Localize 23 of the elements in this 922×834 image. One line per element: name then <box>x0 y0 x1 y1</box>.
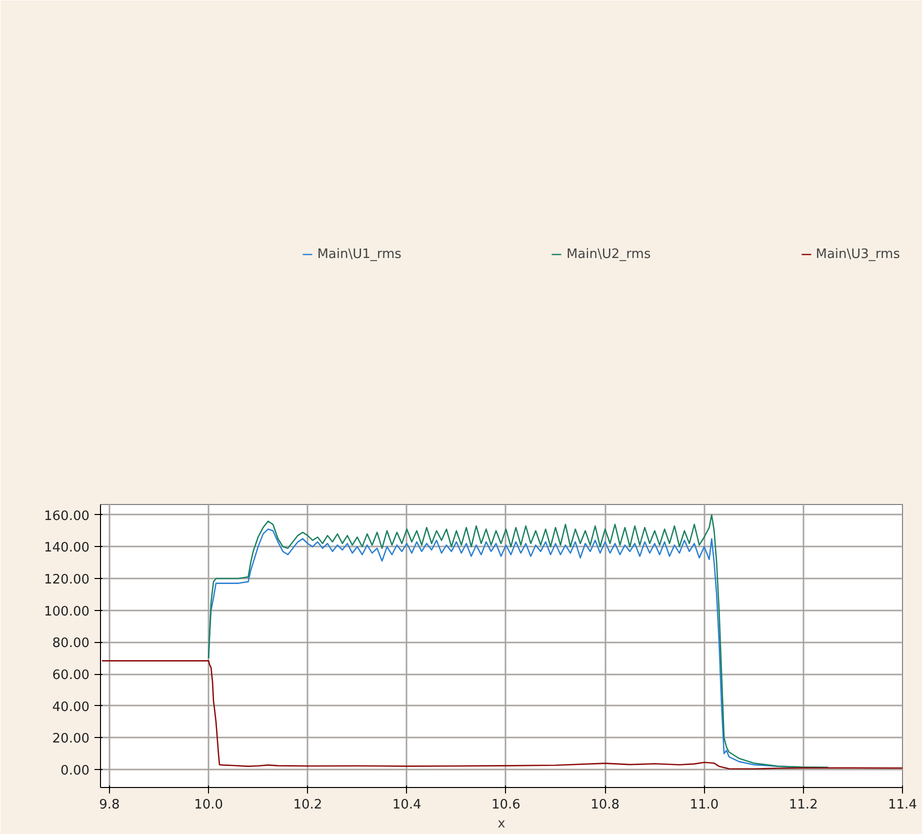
x-tick-label: 10.2 <box>293 798 322 812</box>
y-tick-label: 160.00 <box>44 508 90 524</box>
x-tick-label: 10.0 <box>194 798 224 812</box>
x-tick-label: 10.4 <box>392 798 422 812</box>
y-tick-label: 60.00 <box>52 668 90 684</box>
x-axis-title: x <box>498 816 506 832</box>
y-tick-label: 100.00 <box>44 604 90 620</box>
x-tick-label: 10.6 <box>491 798 520 812</box>
y-tick-label: 120.00 <box>44 572 90 588</box>
line-series <box>101 660 902 770</box>
x-tick-label: 9.8 <box>99 798 120 812</box>
x-tick-label: 11.0 <box>690 798 719 812</box>
x-tick-label: 11.4 <box>888 798 917 812</box>
y-tick-label: 0.00 <box>60 764 90 779</box>
y-tick-label: 40.00 <box>52 700 90 715</box>
legend-label: Main\U3_rms <box>816 246 900 262</box>
y-tick-label: 20.00 <box>52 732 90 747</box>
x-tick-label: 11.2 <box>788 798 818 812</box>
legend-label: Main\U1_rms <box>317 246 402 262</box>
x-tick-label: 10.8 <box>590 798 620 812</box>
legend-label: Main\U2_rms <box>566 246 651 262</box>
y-tick-label: 140.00 <box>44 540 90 556</box>
y-tick-label: 80.00 <box>52 636 90 652</box>
